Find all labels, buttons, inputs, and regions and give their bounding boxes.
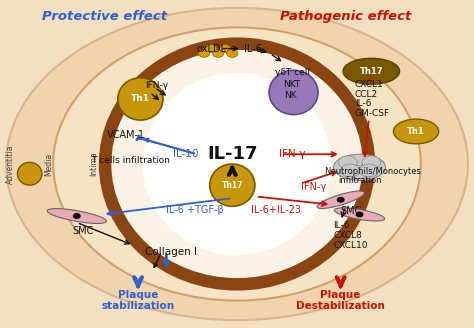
Text: CCL2: CCL2 xyxy=(355,90,378,99)
Text: IL-6: IL-6 xyxy=(244,44,262,53)
Ellipse shape xyxy=(47,209,107,223)
Text: IFN-γ: IFN-γ xyxy=(145,81,168,91)
Text: Plaque
Destabilization: Plaque Destabilization xyxy=(296,290,385,311)
Circle shape xyxy=(356,212,363,217)
Text: Collagen I: Collagen I xyxy=(145,247,197,257)
Text: Adventitia: Adventitia xyxy=(6,144,15,184)
Text: T cells infiltration: T cells infiltration xyxy=(91,156,170,165)
Circle shape xyxy=(227,50,238,57)
Ellipse shape xyxy=(18,162,42,185)
Text: CXCL8: CXCL8 xyxy=(334,231,362,240)
Circle shape xyxy=(341,164,359,177)
Text: oxLDL: oxLDL xyxy=(197,44,227,53)
Text: Protective effect: Protective effect xyxy=(43,10,168,23)
Circle shape xyxy=(359,164,378,177)
Text: Media: Media xyxy=(44,153,53,175)
Text: IL-6: IL-6 xyxy=(355,99,371,108)
Ellipse shape xyxy=(210,164,255,206)
Text: GM-CSF: GM-CSF xyxy=(355,109,390,118)
Circle shape xyxy=(205,45,217,52)
Ellipse shape xyxy=(343,58,400,84)
Text: IFN-γ: IFN-γ xyxy=(301,182,326,192)
Circle shape xyxy=(198,50,210,57)
Text: Th17: Th17 xyxy=(221,181,243,190)
Ellipse shape xyxy=(105,44,369,284)
Circle shape xyxy=(350,166,369,179)
Text: SMC: SMC xyxy=(341,206,362,216)
Text: Th1: Th1 xyxy=(131,94,150,103)
Ellipse shape xyxy=(53,28,421,300)
Ellipse shape xyxy=(6,8,468,320)
Text: γδT cell: γδT cell xyxy=(275,69,310,77)
Circle shape xyxy=(73,214,80,218)
Text: Plaque
stabilization: Plaque stabilization xyxy=(101,290,174,311)
Circle shape xyxy=(338,156,357,169)
Ellipse shape xyxy=(393,119,438,144)
Text: CXCL1: CXCL1 xyxy=(355,80,383,89)
Text: IL-6: IL-6 xyxy=(334,221,350,230)
Circle shape xyxy=(212,50,224,57)
Text: infiltration: infiltration xyxy=(338,176,382,185)
Text: SMC: SMC xyxy=(72,226,93,236)
Text: IL-6+IL-23: IL-6+IL-23 xyxy=(251,205,301,215)
Text: IL-6 +TGF-β: IL-6 +TGF-β xyxy=(166,205,224,215)
Text: Neutrophils/Monocytes: Neutrophils/Monocytes xyxy=(324,167,421,176)
Ellipse shape xyxy=(269,70,318,114)
Ellipse shape xyxy=(317,191,365,209)
Circle shape xyxy=(337,197,344,202)
Text: Th17: Th17 xyxy=(360,67,383,76)
Text: Pathogenic effect: Pathogenic effect xyxy=(280,10,411,23)
Text: NKT: NKT xyxy=(283,80,301,89)
Circle shape xyxy=(362,156,381,169)
Text: VCAM-1: VCAM-1 xyxy=(108,130,146,140)
Text: IL-10: IL-10 xyxy=(173,149,199,159)
Text: CXCL10: CXCL10 xyxy=(334,241,368,250)
Ellipse shape xyxy=(118,78,163,120)
Text: IL-17: IL-17 xyxy=(207,145,257,163)
Ellipse shape xyxy=(335,208,384,221)
Ellipse shape xyxy=(143,73,331,255)
Text: Th1: Th1 xyxy=(407,127,425,136)
Ellipse shape xyxy=(334,154,385,180)
Text: NK: NK xyxy=(284,91,297,100)
Text: Intima: Intima xyxy=(89,152,98,176)
Circle shape xyxy=(219,45,231,52)
Text: IFN-γ: IFN-γ xyxy=(279,149,306,159)
